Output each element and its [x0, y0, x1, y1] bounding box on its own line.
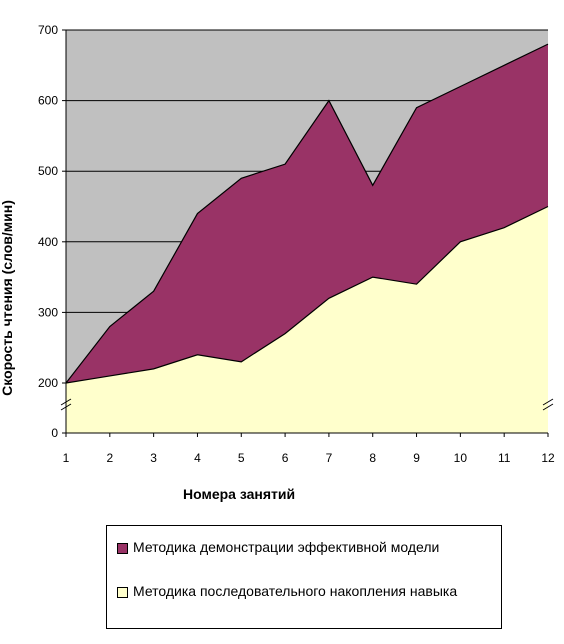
legend-item-accumulation: Методика последовательного накопления на… — [117, 583, 477, 600]
x-tick-label-9: 9 — [413, 451, 420, 465]
x-tick-labels: 1 2 3 4 5 6 7 8 9 10 11 12 — [63, 451, 555, 465]
x-tick-label-10: 10 — [454, 451, 468, 465]
axis-break-right-a — [542, 398, 554, 406]
series-line-1 — [65, 205, 549, 384]
x-axis-label: Номера занятий — [183, 486, 296, 502]
y-tick-label-0: 0 — [51, 426, 58, 440]
x-tick-label-2: 2 — [106, 451, 113, 465]
y-tick-label-600: 600 — [38, 94, 58, 108]
legend-swatch-accumulation — [117, 587, 128, 598]
x-tick-label-4: 4 — [194, 451, 201, 465]
legend-label-demo: Методика демонстрации эффективной модели — [133, 539, 440, 555]
y-tick-label-400: 400 — [38, 235, 58, 249]
legend-label-accumulation: Методика последовательного накопления на… — [133, 583, 458, 599]
x-tick-label-11: 11 — [498, 451, 511, 465]
y-tick-label-500: 500 — [38, 164, 58, 178]
y-tick-label-700: 700 — [38, 23, 58, 37]
x-tick-label-5: 5 — [238, 451, 245, 465]
y-tick-labels: 0 200 300 400 500 600 700 — [38, 23, 58, 440]
y-axis-label: Скорость чтения (слов/мин) — [0, 200, 15, 396]
axes — [60, 29, 554, 437]
series-areas — [65, 43, 549, 434]
y-tick-label-300: 300 — [38, 305, 58, 319]
x-tick-label-7: 7 — [326, 451, 333, 465]
series-line-0 — [65, 43, 549, 384]
legend-item-demo: Методика демонстрации эффективной модели — [117, 539, 497, 556]
legend: Методика демонстрации эффективной модели… — [106, 525, 502, 629]
axis-break-left-b — [60, 403, 72, 411]
axis-break-right-b — [542, 403, 554, 411]
x-tick-label-12: 12 — [541, 451, 555, 465]
x-tick-label-3: 3 — [150, 451, 157, 465]
x-tick-label-1: 1 — [63, 451, 70, 465]
axis-break-left-a — [60, 398, 72, 406]
y-tick-label-200: 200 — [38, 376, 58, 390]
x-tick-label-6: 6 — [282, 451, 289, 465]
x-tick-label-8: 8 — [369, 451, 376, 465]
series-area-1 — [66, 206, 548, 433]
legend-swatch-demo — [117, 543, 128, 554]
